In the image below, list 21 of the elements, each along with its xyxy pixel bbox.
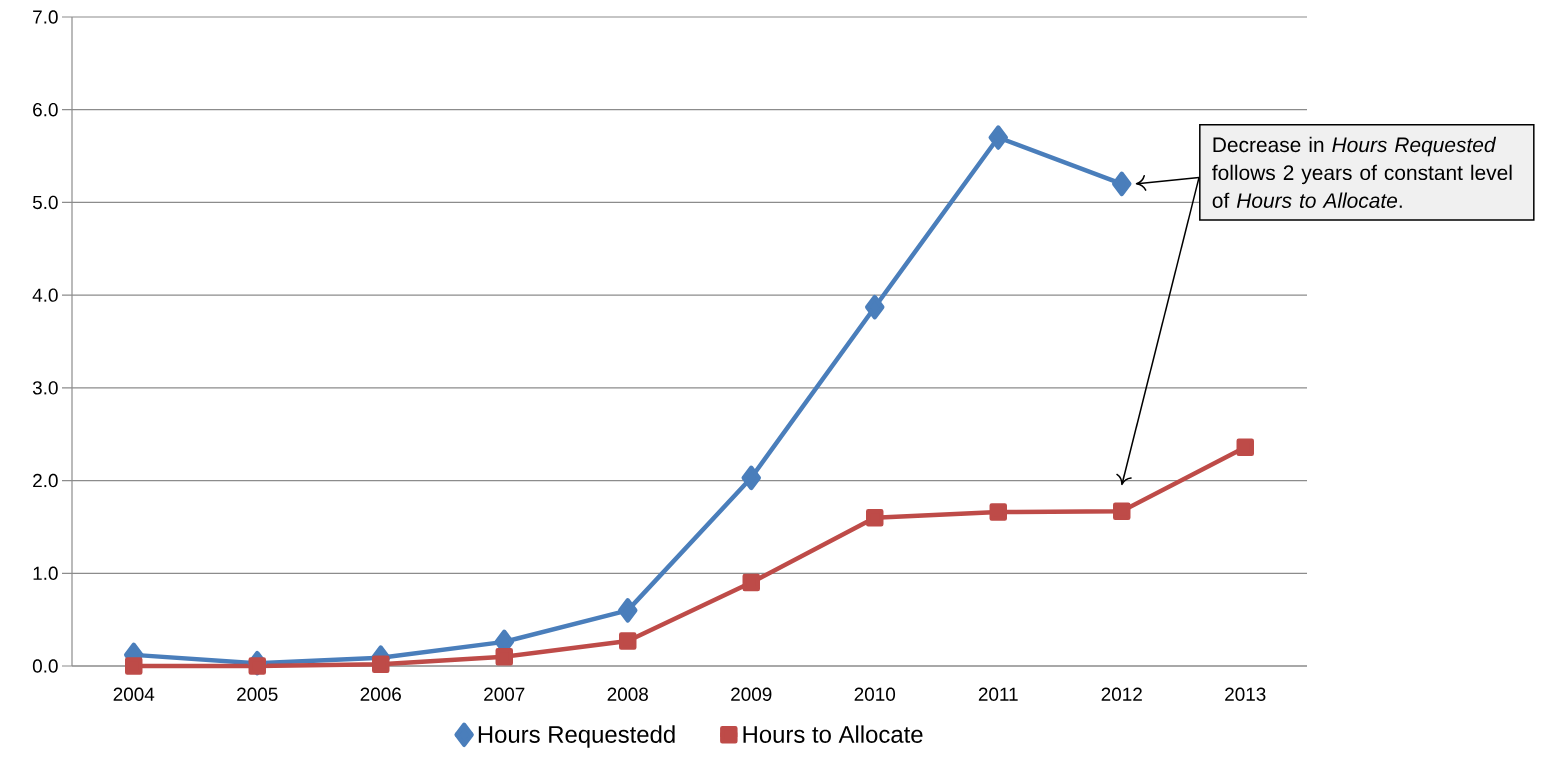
x-tick-label: 2013 <box>1225 687 1266 701</box>
x-tick-label: 2009 <box>731 687 772 701</box>
x-tick-label: 2007 <box>484 687 525 701</box>
y-tick-label: 4.0 <box>32 288 58 302</box>
y-tick-label: 3.0 <box>32 381 58 395</box>
legend-label: Hours to Allocate <box>743 725 923 743</box>
x-tick-label: 2010 <box>854 687 896 701</box>
y-tick-label: 0.0 <box>32 659 58 673</box>
x-tick-label: 2011 <box>978 687 1018 701</box>
y-tick-label: 7.0 <box>33 10 58 24</box>
y-tick-label: 2.0 <box>33 473 58 488</box>
y-tick-label: 5.0 <box>32 195 58 210</box>
y-tick-label: 1.0 <box>33 566 58 580</box>
annotation: Decrease in Hours Requested follows 2 years of constant level of Hours to Allocate. <box>1212 136 1512 208</box>
y-tick-label: 6.0 <box>33 103 58 117</box>
x-tick-label: 2012 <box>1101 687 1142 701</box>
x-tick-label: 2006 <box>360 687 401 701</box>
legend-label: Hours Requestedd <box>478 725 675 748</box>
x-tick-label: 2005 <box>237 687 278 701</box>
x-tick-label: 2008 <box>607 687 648 701</box>
x-tick-label: 2004 <box>113 687 155 701</box>
